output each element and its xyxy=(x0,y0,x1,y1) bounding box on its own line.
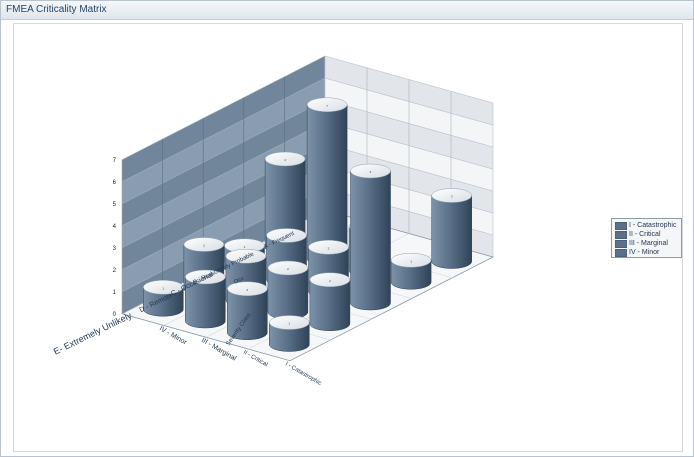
y-tick-label: 5 xyxy=(113,202,117,208)
cylinder-value-label: 1 xyxy=(288,322,290,326)
cylinder-value-label: 6 xyxy=(370,170,372,174)
cylinder-bar: 2 xyxy=(227,281,268,340)
cylinder-value-label: 2 xyxy=(287,267,289,271)
cylinder-value-label: 2 xyxy=(328,246,330,250)
cylinder-body xyxy=(269,322,310,352)
cylinder-value-label: 2 xyxy=(204,276,206,280)
y-tick-label: 6 xyxy=(113,180,117,186)
cylinder-bar: 3 xyxy=(431,188,472,269)
cylinder-value-label: 2 xyxy=(286,235,288,239)
cylinder-top xyxy=(183,237,225,252)
legend-swatch xyxy=(615,221,627,230)
cylinder-bar: 1 xyxy=(390,253,432,290)
cylinder-body xyxy=(267,267,309,320)
cylinder-top xyxy=(143,280,184,295)
cylinder-value-label: 1 xyxy=(162,286,164,290)
cylinder-bar: 1 xyxy=(143,280,184,317)
legend-label: II - Critical xyxy=(629,231,661,238)
occurrence-tick-label: E- Extremely Unlikely xyxy=(52,310,134,357)
window-title: FMEA Criticality Matrix xyxy=(6,4,107,15)
cylinder-body xyxy=(185,276,226,329)
cylinder-top xyxy=(308,240,349,255)
cylinder-value-label: 2 xyxy=(329,279,331,283)
cylinder-bar: 2 xyxy=(185,269,226,329)
y-tick-label: 0 xyxy=(113,312,117,318)
cylinder-top xyxy=(309,272,351,287)
cylinder-top xyxy=(306,97,348,112)
chart-legend: I - Catastrophic II - Critical III - Mar… xyxy=(611,218,682,258)
cylinder-body xyxy=(350,170,391,311)
chart-bars: 47132221221622221 xyxy=(143,97,472,352)
cylinder-body xyxy=(227,288,268,340)
y-tick-label: 7 xyxy=(113,158,117,164)
cylinder-value-label: 2 xyxy=(245,255,247,259)
cylinder-top xyxy=(269,315,310,330)
legend-swatch xyxy=(615,239,627,248)
cylinder-bar: 2 xyxy=(267,260,309,320)
cylinder-value-label: 2 xyxy=(246,288,248,292)
legend-swatch xyxy=(615,230,627,239)
severity-tick-label: I - Catastrophic xyxy=(284,361,322,387)
cylinder-body xyxy=(143,287,184,317)
legend-item: III - Marginal xyxy=(615,239,678,248)
cylinder-bar: 7 xyxy=(306,97,348,266)
legend-swatch xyxy=(615,248,627,257)
y-tick-label: 2 xyxy=(113,268,117,274)
legend-label: III - Marginal xyxy=(629,240,668,247)
cylinder-bar: 1 xyxy=(269,315,310,352)
cylinder-value-label: 7 xyxy=(326,104,328,108)
cylinder-value-label: 3 xyxy=(451,195,453,199)
legend-item: II - Critical xyxy=(615,230,678,239)
cylinder-top xyxy=(350,163,391,179)
cylinder-value-label: 1 xyxy=(410,259,412,263)
cylinder-top xyxy=(266,228,307,243)
occurrence-axis-label: Occ xyxy=(233,276,245,286)
cylinder-body xyxy=(431,195,472,269)
legend-item: I - Catastrophic xyxy=(615,221,678,230)
cylinder-top xyxy=(390,253,432,268)
legend-label: IV - Minor xyxy=(629,249,660,256)
y-tick-label: 3 xyxy=(113,246,117,252)
cylinder-value-label: 4 xyxy=(284,158,286,162)
cylinder-top xyxy=(267,260,309,276)
cylinder-value-label: 2 xyxy=(203,244,205,248)
legend-label: I - Catastrophic xyxy=(629,222,677,229)
cylinder-bar: 6 xyxy=(350,163,391,311)
y-tick-label: 1 xyxy=(113,290,117,296)
cylinder-top xyxy=(431,188,472,203)
legend-item: IV - Minor xyxy=(615,248,678,257)
cylinder-body xyxy=(390,260,432,290)
cylinder-top xyxy=(227,281,268,296)
cylinder-body xyxy=(309,279,351,331)
cylinder-value-label: 1 xyxy=(244,245,246,249)
y-tick-label: 4 xyxy=(113,224,117,230)
cylinder-top xyxy=(225,249,267,264)
cylinder-top xyxy=(264,151,306,167)
cylinder-bar: 2 xyxy=(309,272,351,331)
window-titlebar: FMEA Criticality Matrix xyxy=(1,1,693,20)
cylinder-top xyxy=(185,269,226,285)
